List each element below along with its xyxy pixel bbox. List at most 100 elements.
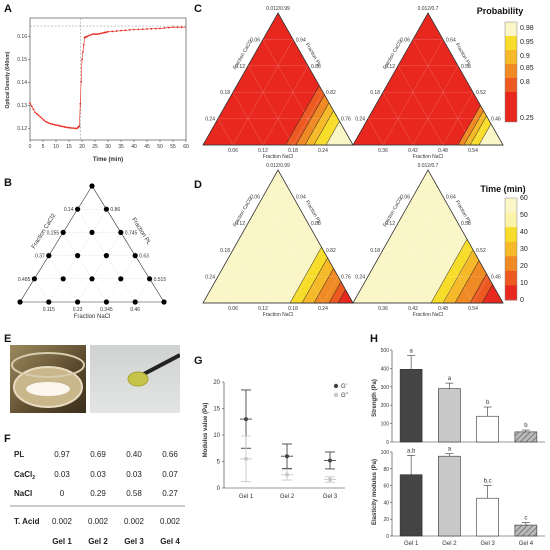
panel-letter-b: B	[4, 177, 12, 189]
panel-a-point	[86, 35, 89, 38]
panel-c-right-ternary-bottom-tick: 0.48	[438, 148, 448, 154]
panel-h-bottom-ytick-label: 80	[383, 467, 389, 473]
legend-probability-swatch	[505, 36, 517, 50]
panel-a-ytick-label: 0.12	[17, 126, 27, 132]
panel-g-point	[328, 477, 332, 482]
panel-h-bottom-significance-letter: b,c	[484, 479, 492, 485]
panel-d-right-ternary-bottom-tick: 0.54	[468, 306, 478, 312]
panel-a-point	[176, 26, 179, 29]
panel-d-left-ternary-bottom-tick: 0.06	[228, 306, 238, 312]
panel-g-legend-label: G''	[341, 393, 348, 399]
panel-a-point	[128, 28, 131, 31]
panel-h-xtick-label: Gel 3	[480, 541, 495, 547]
panel-a-point	[65, 126, 68, 129]
panel-b-right-tick: 0.745	[125, 230, 138, 236]
panel-g-ytick-label: 20	[213, 380, 220, 386]
panel-letter-c: C	[194, 3, 202, 15]
panel-g-point	[244, 456, 248, 461]
panel-a-xtick-label: 45	[144, 144, 150, 150]
panel-a-point	[159, 27, 161, 30]
panel-g-xtick-label: Gel 1	[239, 494, 254, 500]
panel-b-design-point	[89, 229, 95, 235]
panel-g-point	[285, 472, 289, 477]
panel-d-left-ternary-bottom-axis: Fraction NaCl	[263, 312, 294, 318]
panel-b-left-tick: 0.37	[35, 254, 45, 260]
panel-c-left-ternary-right-tick: 0.94	[296, 37, 306, 43]
panel-a-point	[81, 51, 84, 54]
panel-c-right-ternary: 0.012/0.7 0.06 0.12 0.18 0.24 0.64 0.58 0.52 0.4…	[352, 6, 504, 160]
panel-g-ytick-label: 15	[213, 407, 220, 413]
panel-b-design-point	[118, 276, 124, 282]
panel-d-right-ternary-gridline	[472, 276, 489, 304]
panel-d-left-ternary-right-tick: 0.94	[296, 195, 306, 201]
legend-time-swatch	[505, 212, 517, 228]
panel-a-point	[41, 117, 44, 120]
panel-a-point	[146, 28, 148, 30]
panel-c-left-ternary-right-tick: 0.82	[326, 90, 336, 96]
panel-h-charts: 0 100 200 300 400 500 a a b b 0 20 40 60 80 100 a,b a b,c…	[372, 348, 545, 547]
panel-a-ytick-label: 0.14	[17, 80, 27, 86]
panel-b-ternary: 0.14 0.255 0.37 0.485 0.86 0.745 0.63 0.515 0.11…	[17, 183, 167, 320]
panel-a-point	[94, 33, 97, 36]
panel-g-ytick-label: 10	[213, 433, 220, 439]
panel-c-left-ternary-right-tick: 0.76	[341, 117, 351, 123]
panel-a-point	[49, 122, 52, 125]
panel-h-top-bar	[399, 369, 423, 443]
panel-f-column-header: Gel 2	[88, 537, 108, 546]
panel-a-point	[167, 26, 170, 29]
legend-time-swatch	[505, 198, 517, 214]
panel-b-bottom-tick: 0.46	[130, 307, 140, 313]
panel-a-point	[60, 125, 63, 128]
legend-probability-label: 0.98	[520, 25, 534, 32]
panel-c-left-ternary-left-tick: 0.06	[250, 37, 260, 43]
panel-a-point	[93, 33, 96, 36]
panel-b-bottom-tick: 0.115	[43, 307, 55, 313]
panel-c-left-ternary-gridline	[262, 39, 324, 146]
panel-a-xtick-label: 15	[66, 144, 72, 150]
panel-f-row-label: NaCl	[14, 489, 32, 498]
panel-d-right-ternary-bottom-axis: Fraction NaCl	[413, 312, 444, 318]
panel-f-cell: 0.69	[90, 450, 106, 459]
panel-c-left-ternary-gridline	[247, 65, 294, 146]
panel-c-left-ternary: 0.012/0.99 0.06 0.12 0.18 0.24 0.94 0.88 0.82 0.…	[202, 6, 354, 160]
panel-a-point	[78, 125, 81, 128]
panel-d-left-ternary-left-tick: 0.24	[205, 274, 215, 280]
panel-d-right-ternary-bottom-tick: 0.36	[378, 306, 388, 312]
legend-probability-label: 0.85	[520, 65, 534, 72]
panel-c-right-ternary-gridline	[472, 118, 489, 146]
panel-a-point	[103, 31, 106, 34]
panel-c-right-ternary-gridline	[442, 92, 474, 146]
panel-h-top-ylabel: Strength (Pa)	[372, 379, 378, 417]
beaker-illustration	[11, 352, 85, 408]
panel-d-right-ternary-bottom-tick: 0.48	[438, 306, 448, 312]
panel-d-right-ternary-gridline	[412, 196, 474, 304]
panel-a-xtick-label: 5	[42, 144, 45, 150]
legend-time-frame	[504, 197, 518, 301]
panel-a-ytick-label: 0.13	[17, 103, 27, 109]
legend-time-label: 60	[520, 195, 528, 202]
panel-f-cell: 0.27	[162, 489, 178, 498]
panel-f-cell: 0.97	[54, 450, 70, 459]
legend-time-label: 10	[520, 280, 528, 287]
legend-time-swatch	[505, 227, 517, 243]
panel-a-point	[37, 114, 40, 117]
panel-h-top-significance-letter: a	[448, 376, 452, 382]
panel-c-right-ternary-right-tick: 0.46	[491, 117, 501, 123]
legend-time-swatch	[505, 285, 517, 301]
panel-d-right-ternary-gridline	[382, 249, 414, 304]
panel-b-gridline	[63, 232, 107, 303]
legend-probability-frame	[504, 21, 518, 123]
panel-d-right-ternary-bottom-tick: 0.42	[408, 306, 418, 312]
panel-a-point	[133, 28, 135, 31]
panel-b-left-tick: 0.255	[47, 230, 60, 236]
panel-f-cell: 0.29	[90, 489, 106, 498]
panel-f-column-header: Gel 1	[52, 537, 72, 546]
panel-f-cell: 0.002	[160, 517, 181, 526]
legend-time-label: 0	[520, 297, 524, 304]
panel-d-left-ternary-gridline	[232, 196, 294, 304]
panel-a-point	[100, 32, 102, 35]
panel-c-right-ternary-left-tick: 0.24	[355, 117, 365, 123]
panel-b-bottom-tick: 0.23	[73, 307, 83, 313]
panel-c-left-ternary-top-label: 0.012/0.99	[266, 6, 290, 12]
panel-c-left-ternary-bottom-tick: 0.06	[228, 148, 238, 154]
